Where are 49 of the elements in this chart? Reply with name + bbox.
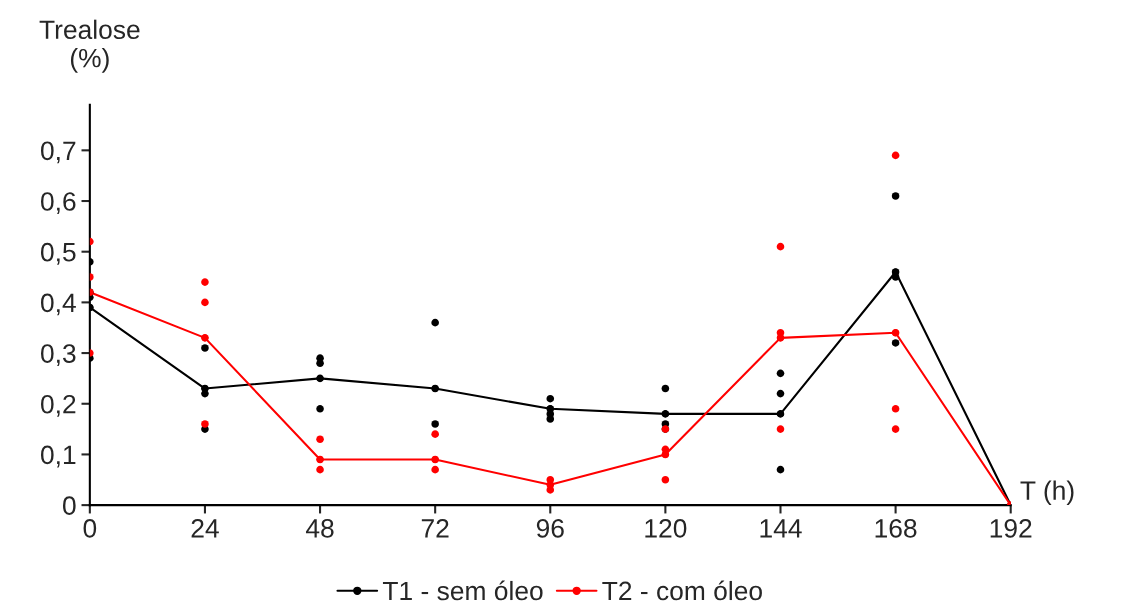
point — [431, 430, 439, 438]
point — [776, 465, 785, 474]
point — [891, 273, 900, 281]
point — [546, 415, 555, 423]
y-tick-label: 0 — [63, 496, 76, 515]
x-axis-title: T (h) — [1020, 480, 1074, 506]
x-tick-label: 192 — [990, 519, 1032, 538]
point — [891, 425, 900, 433]
point — [776, 369, 785, 378]
point — [431, 465, 439, 474]
x-tick-label: 96 — [536, 519, 564, 538]
point — [661, 475, 670, 484]
point — [316, 405, 324, 413]
point — [546, 486, 555, 494]
y-tick-label: 0,2 — [41, 394, 76, 417]
x-tick-label: 48 — [305, 519, 334, 538]
point — [201, 344, 209, 352]
x-tick-label: 144 — [760, 519, 802, 538]
legend-label: T1 - sem óleo — [382, 580, 543, 601]
y-tick-label: 0,6 — [41, 192, 76, 214]
y-axis-title: Trealose (%) — [39, 19, 140, 73]
x-tick-label: 72 — [421, 519, 449, 538]
legend-label: T2 - com óleo — [602, 580, 762, 601]
point — [891, 339, 900, 347]
x-tick-label: 168 — [875, 519, 917, 538]
point — [316, 465, 324, 474]
point — [201, 278, 209, 286]
point — [201, 420, 209, 428]
point — [776, 242, 785, 251]
point — [891, 192, 900, 200]
point — [316, 359, 324, 368]
point — [661, 384, 670, 393]
y-tick-label: 0,3 — [41, 344, 76, 367]
point — [201, 298, 209, 307]
y-tick-label: 0,5 — [41, 242, 76, 265]
point — [776, 425, 785, 433]
point — [316, 435, 324, 444]
point — [431, 420, 439, 428]
x-tick-label: 120 — [645, 519, 687, 538]
y-tick-label: 0,7 — [41, 141, 76, 164]
point — [546, 394, 555, 403]
point — [891, 151, 900, 160]
y-tick-label: 0,4 — [41, 293, 76, 316]
x-tick-label: 0 — [83, 519, 97, 538]
point — [891, 405, 900, 413]
x-tick-label: 24 — [191, 519, 219, 538]
point — [431, 318, 439, 327]
point — [776, 389, 785, 398]
y-tick-label: 0,1 — [41, 445, 76, 468]
